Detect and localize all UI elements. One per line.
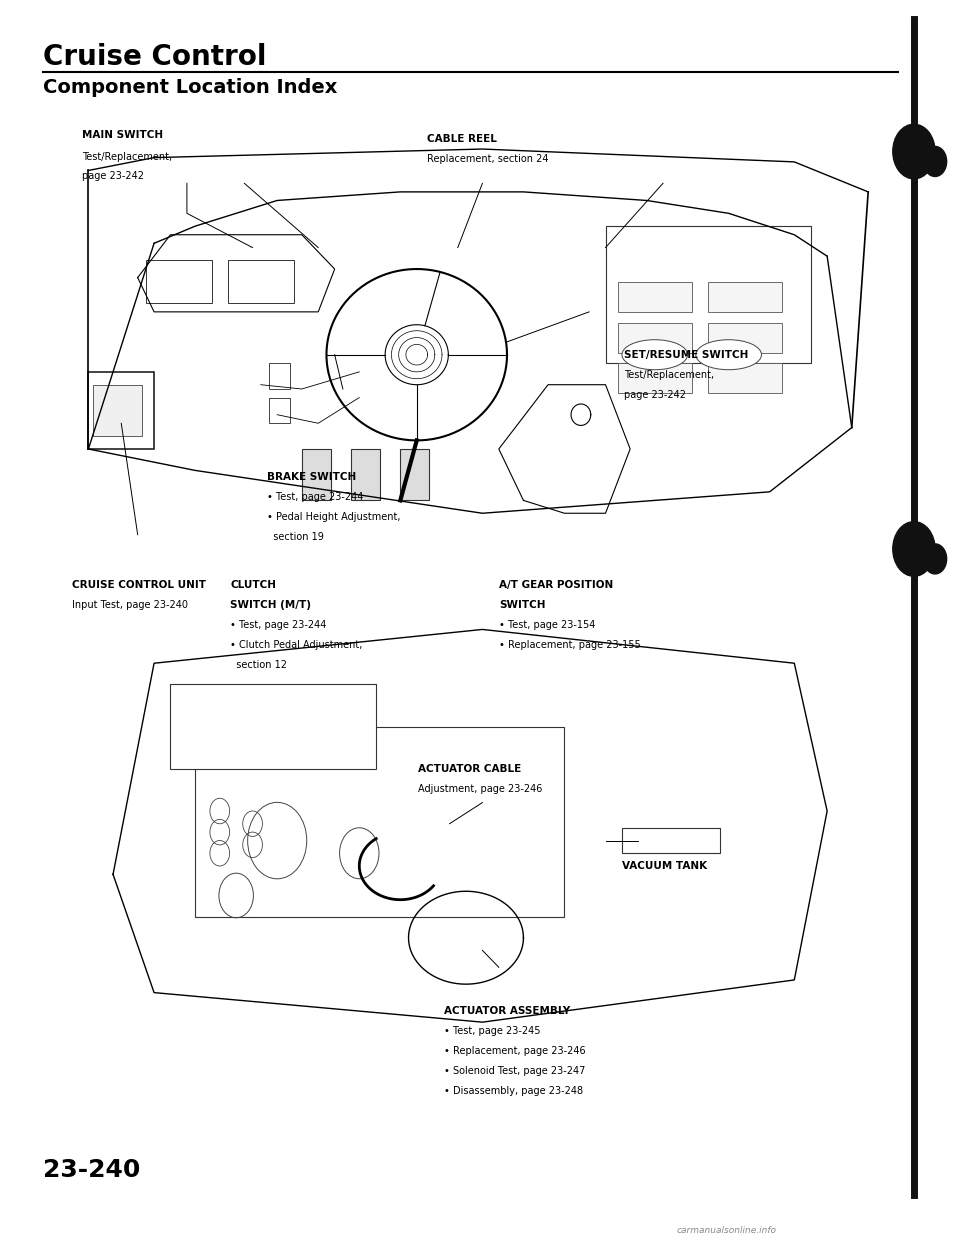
Text: BRAKE SWITCH: BRAKE SWITCH: [267, 472, 356, 482]
Bar: [228, 261, 294, 303]
Text: ACTUATOR ASSEMBLY: ACTUATOR ASSEMBLY: [444, 1006, 570, 1016]
Bar: [171, 684, 375, 769]
Text: • Replacement, page 23-246: • Replacement, page 23-246: [444, 1046, 586, 1056]
Text: Input Test, page 23-240: Input Test, page 23-240: [72, 600, 188, 610]
Text: carmanualsonline.info: carmanualsonline.info: [677, 1226, 777, 1235]
Bar: [708, 323, 782, 353]
Text: Component Location Index: Component Location Index: [43, 78, 338, 97]
Ellipse shape: [696, 340, 761, 370]
Bar: [400, 448, 429, 501]
Bar: [146, 261, 211, 303]
Text: Test/Replacement,: Test/Replacement,: [82, 152, 172, 161]
Text: 23-240: 23-240: [43, 1159, 140, 1182]
Text: ACTUATOR CABLE: ACTUATOR CABLE: [418, 764, 521, 774]
Text: section 19: section 19: [267, 532, 324, 542]
Bar: [301, 448, 330, 501]
Text: page 23-242: page 23-242: [624, 390, 686, 400]
Text: SWITCH (M/T): SWITCH (M/T): [230, 600, 311, 610]
Circle shape: [924, 544, 947, 574]
Bar: [606, 226, 810, 363]
Circle shape: [924, 147, 947, 176]
Bar: [618, 282, 692, 312]
Bar: [618, 364, 692, 394]
Bar: [88, 371, 154, 448]
Text: • Test, page 23-244: • Test, page 23-244: [267, 492, 363, 502]
Text: • Test, page 23-154: • Test, page 23-154: [499, 620, 595, 630]
Text: • Pedal Height Adjustment,: • Pedal Height Adjustment,: [267, 512, 400, 522]
Text: SET/RESUME SWITCH: SET/RESUME SWITCH: [624, 350, 749, 360]
Text: • Clutch Pedal Adjustment,: • Clutch Pedal Adjustment,: [230, 640, 363, 650]
Bar: [622, 828, 720, 853]
Ellipse shape: [622, 340, 687, 370]
Text: Test/Replacement,: Test/Replacement,: [624, 370, 714, 380]
Text: • Disassembly, page 23-248: • Disassembly, page 23-248: [444, 1086, 583, 1095]
Bar: [708, 282, 782, 312]
Bar: [708, 364, 782, 394]
Text: Cruise Control: Cruise Control: [43, 43, 267, 72]
Circle shape: [893, 124, 935, 179]
Text: page 23-242: page 23-242: [82, 171, 144, 181]
Bar: [351, 448, 380, 501]
Text: • Solenoid Test, page 23-247: • Solenoid Test, page 23-247: [444, 1066, 585, 1076]
Text: • Replacement, page 23-155: • Replacement, page 23-155: [499, 640, 641, 650]
Circle shape: [893, 522, 935, 576]
Text: Adjustment, page 23-246: Adjustment, page 23-246: [418, 784, 542, 794]
Text: Replacement, section 24: Replacement, section 24: [427, 154, 549, 164]
Bar: [195, 727, 564, 917]
Bar: [269, 397, 290, 424]
Text: section 12: section 12: [230, 660, 287, 669]
Text: MAIN SWITCH: MAIN SWITCH: [82, 130, 163, 140]
Text: CLUTCH: CLUTCH: [230, 580, 276, 590]
Text: • Test, page 23-245: • Test, page 23-245: [444, 1026, 540, 1036]
Bar: [92, 385, 142, 436]
Text: CABLE REEL: CABLE REEL: [427, 134, 497, 144]
Bar: [269, 363, 290, 389]
Text: A/T GEAR POSITION: A/T GEAR POSITION: [499, 580, 613, 590]
Bar: [618, 323, 692, 353]
Text: VACUUM TANK: VACUUM TANK: [622, 861, 708, 871]
Text: SWITCH: SWITCH: [499, 600, 545, 610]
Text: CRUISE CONTROL UNIT: CRUISE CONTROL UNIT: [72, 580, 206, 590]
Text: • Test, page 23-244: • Test, page 23-244: [230, 620, 326, 630]
